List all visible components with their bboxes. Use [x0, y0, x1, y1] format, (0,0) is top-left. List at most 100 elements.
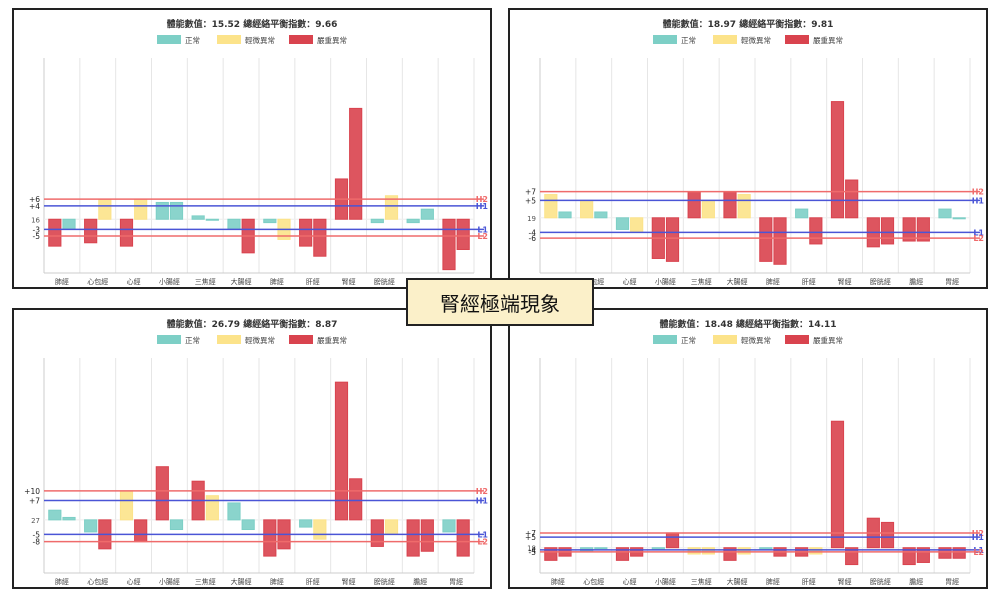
category-label: 心經	[623, 577, 637, 586]
bar-left	[84, 519, 98, 533]
legend-label: 正常	[185, 336, 200, 345]
bar-right	[880, 217, 895, 245]
legend-label: 正常	[185, 36, 200, 45]
bar-left	[544, 194, 558, 219]
category-label: 心包經	[87, 277, 108, 286]
bar-left	[759, 217, 773, 262]
category-label: 心經	[623, 277, 637, 286]
threshold-label: -5	[33, 232, 41, 241]
category-label: 膀胱經	[374, 577, 395, 586]
bar-left	[723, 547, 737, 561]
bar-left	[406, 519, 420, 557]
bar-left	[299, 519, 313, 528]
category-label: 小腸經	[655, 577, 676, 586]
bar-left	[830, 420, 845, 549]
legend-label: 嚴重異常	[813, 36, 843, 45]
chart-title: 體能數值：18.48 總經絡平衡指數：14.11	[659, 318, 836, 330]
category-label: 肺經	[55, 277, 69, 286]
category-label: 腎經	[342, 277, 356, 286]
bar-left	[227, 218, 241, 230]
threshold-tag: H1	[476, 202, 489, 211]
bar-left	[84, 218, 98, 244]
bar-right	[205, 495, 219, 521]
bar-right	[880, 521, 895, 549]
category-label: 胃經	[945, 577, 959, 586]
threshold-label: -6	[529, 234, 537, 243]
threshold-tag: H1	[476, 497, 489, 506]
legend-swatch	[289, 335, 313, 344]
threshold-label: +7	[525, 529, 536, 538]
bar-left	[902, 217, 916, 242]
bar-right	[62, 218, 76, 230]
center-label: 腎經極端現象	[406, 278, 594, 326]
chart-svg: 體能數值：26.79 總經絡平衡指數：8.87 正常 輕微異常 嚴重異常 27 肺經 心包經…	[24, 318, 489, 586]
category-label: 大腸經	[231, 577, 252, 586]
legend-swatch	[785, 35, 809, 44]
category-label: 膽經	[413, 577, 427, 586]
category-label: 肝經	[802, 577, 816, 586]
bar-right	[134, 519, 148, 543]
legend-label: 輕微異常	[741, 35, 771, 45]
bar-right	[665, 532, 680, 549]
threshold-label: -4	[529, 546, 537, 555]
bar-left	[370, 218, 384, 224]
legend-label: 輕微異常	[245, 35, 275, 45]
baseline-label: 19	[527, 215, 536, 223]
bar-left	[119, 490, 134, 521]
bar-left	[299, 218, 313, 247]
bar-right	[169, 519, 184, 531]
category-label: 三焦經	[691, 577, 712, 586]
threshold-tag: L1	[973, 228, 984, 237]
threshold-tag: L1	[477, 530, 488, 539]
legend-swatch	[713, 335, 737, 344]
threshold-label: -5	[529, 548, 537, 557]
bar-right	[456, 519, 470, 557]
chart-svg: 體能數值：18.97 總經絡平衡指數：9.81正常輕微異常嚴重異常19肺經心包經…	[525, 18, 985, 286]
bar-left	[615, 547, 630, 561]
baseline-label: 16	[31, 216, 40, 224]
category-label: 膽經	[909, 577, 923, 586]
legend-swatch	[157, 35, 181, 44]
legend-label: 輕微異常	[741, 335, 771, 345]
threshold-tag: L2	[973, 548, 984, 557]
bar-right	[349, 107, 363, 220]
threshold-tag: L2	[477, 538, 488, 547]
threshold-tag: L1	[973, 546, 984, 555]
bar-left	[830, 101, 845, 219]
legend-label: 嚴重異常	[317, 336, 347, 345]
threshold-tag: H2	[476, 195, 488, 204]
bar-left	[227, 502, 241, 521]
bar-left	[263, 519, 277, 557]
bar-right	[809, 217, 823, 245]
bar-left	[442, 218, 456, 271]
bar-left	[263, 218, 277, 224]
threshold-label: -8	[33, 538, 41, 547]
threshold-tag: H1	[972, 196, 985, 205]
threshold-label: +4	[29, 202, 40, 211]
threshold-tag: H2	[476, 487, 488, 496]
bar-right	[205, 218, 219, 221]
category-label: 膽經	[909, 277, 923, 286]
bar-left	[615, 217, 630, 230]
category-label: 肝經	[306, 577, 320, 586]
category-label: 膀胱經	[374, 277, 395, 286]
bar-left	[406, 218, 420, 224]
bar-left	[795, 208, 809, 219]
bar-right	[313, 218, 327, 257]
legend-swatch	[289, 35, 313, 44]
legend-swatch	[217, 35, 241, 44]
bar-left	[48, 218, 62, 247]
bar-right	[845, 179, 859, 219]
threshold-tag: L1	[477, 225, 488, 234]
threshold-tag: H2	[972, 529, 984, 538]
bar-left	[370, 519, 384, 547]
threshold-tag: L2	[973, 234, 984, 243]
chart-svg: 體能數值：18.48 總經絡平衡指數：14.11 正常 輕微異常 嚴重異常 18 肺經 心包…	[525, 318, 984, 586]
chart-panel-top-right: 體能數值：18.97 總經絡平衡指數：9.81正常輕微異常嚴重異常19肺經心包經…	[508, 8, 988, 289]
bar-right	[134, 198, 148, 220]
threshold-label: +7	[525, 188, 536, 197]
bar-left	[191, 215, 205, 220]
category-label: 腎經	[342, 577, 356, 586]
bar-right	[665, 217, 680, 262]
bar-left	[687, 191, 701, 219]
